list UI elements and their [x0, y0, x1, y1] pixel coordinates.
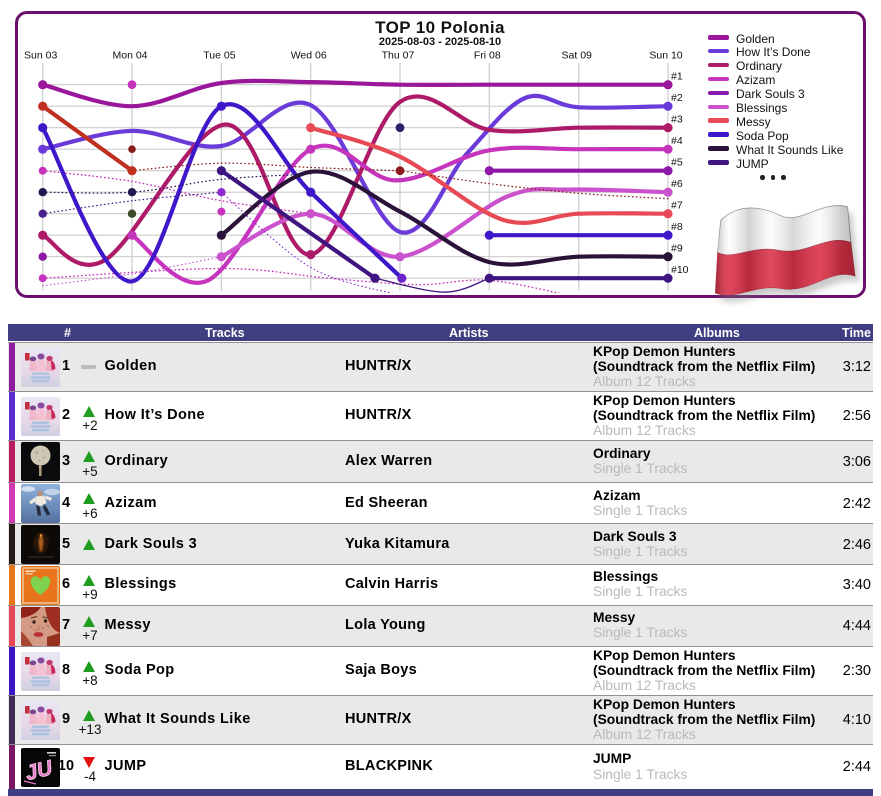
svg-text:#2: #2	[671, 92, 683, 104]
svg-text:#3: #3	[671, 114, 683, 126]
svg-text:Sun 03: Sun 03	[24, 50, 57, 62]
svg-text:Tue 05: Tue 05	[203, 50, 235, 62]
svg-text:#5: #5	[671, 157, 683, 169]
svg-text:Wed 06: Wed 06	[291, 50, 327, 62]
svg-text:#1: #1	[671, 71, 683, 83]
svg-text:Fri 08: Fri 08	[474, 50, 501, 62]
svg-text:#9: #9	[671, 243, 683, 255]
svg-text:#4: #4	[671, 135, 683, 147]
svg-text:Sat 09: Sat 09	[562, 50, 593, 62]
svg-text:Mon 04: Mon 04	[112, 50, 147, 62]
svg-text:Sun 10: Sun 10	[649, 50, 682, 62]
svg-text:#8: #8	[671, 221, 683, 233]
svg-text:#10: #10	[671, 264, 689, 276]
svg-text:Thu 07: Thu 07	[382, 50, 415, 62]
svg-text:#6: #6	[671, 178, 683, 190]
svg-text:#7: #7	[671, 200, 683, 212]
